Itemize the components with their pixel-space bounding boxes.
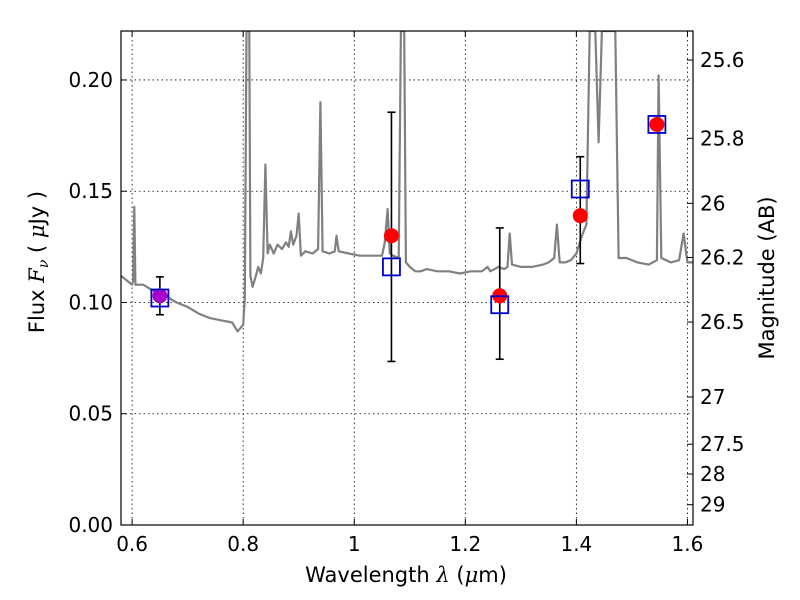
y2-tick-label: 29 <box>700 493 725 517</box>
y2-tick-label: 26.5 <box>700 310 745 334</box>
model-point-square <box>647 115 667 134</box>
y2-axis: 25.6 25.8 26 26.2 26.5 27 27.5 28 29 <box>687 48 745 517</box>
y-tick-label: 0.15 <box>68 179 113 203</box>
y2-tick-label: 27 <box>700 385 725 409</box>
y-tick-label: 0.05 <box>68 402 113 426</box>
plot-frame <box>120 30 694 526</box>
errorbar-layer <box>155 111 585 363</box>
y2-axis-label: Magnitude (AB) <box>755 196 779 359</box>
x-tick-label: 1.6 <box>672 532 704 556</box>
model-point-square <box>382 257 401 277</box>
y-tick-label: 0.00 <box>68 513 113 537</box>
y-tick-label: 0.20 <box>68 68 113 92</box>
x-axis: 0.6 0.8 1 1.2 1.4 1.6 <box>116 31 703 556</box>
model-point-square <box>490 295 510 315</box>
marker-layer <box>150 115 667 315</box>
x-tick-label: 1.4 <box>560 532 592 556</box>
y2-tick-label: 27.5 <box>700 432 745 456</box>
y2-tick-label: 26.2 <box>700 245 745 269</box>
model-point-square <box>150 288 170 308</box>
x-tick-label: 0.6 <box>116 532 148 556</box>
x-tick-label: 0.8 <box>227 532 259 556</box>
spectrum-layer <box>121 31 693 333</box>
y-axis-label: Flux Fν ( μJy ) <box>25 191 52 333</box>
y-axis: 0.00 0.05 0.10 0.15 0.20 <box>68 68 127 537</box>
grid <box>121 31 693 526</box>
flux-point-circle <box>152 288 168 304</box>
y-tick-label: 0.10 <box>68 290 113 314</box>
y2-tick-label: 26 <box>700 191 725 215</box>
flux-point-circle <box>649 116 665 132</box>
y2-tick-label: 25.8 <box>700 126 745 150</box>
model-point-square <box>570 179 590 199</box>
flux-point-circle <box>572 208 588 224</box>
y2-tick-label: 25.6 <box>700 48 745 72</box>
flux-point-circle <box>383 228 399 244</box>
spectrum-line <box>121 31 693 333</box>
x-tick-label: 1.2 <box>449 532 481 556</box>
y2-tick-label: 28 <box>700 462 725 486</box>
x-axis-label: Wavelength λ (μm) <box>305 563 507 587</box>
x-tick-label: 1 <box>348 532 361 556</box>
